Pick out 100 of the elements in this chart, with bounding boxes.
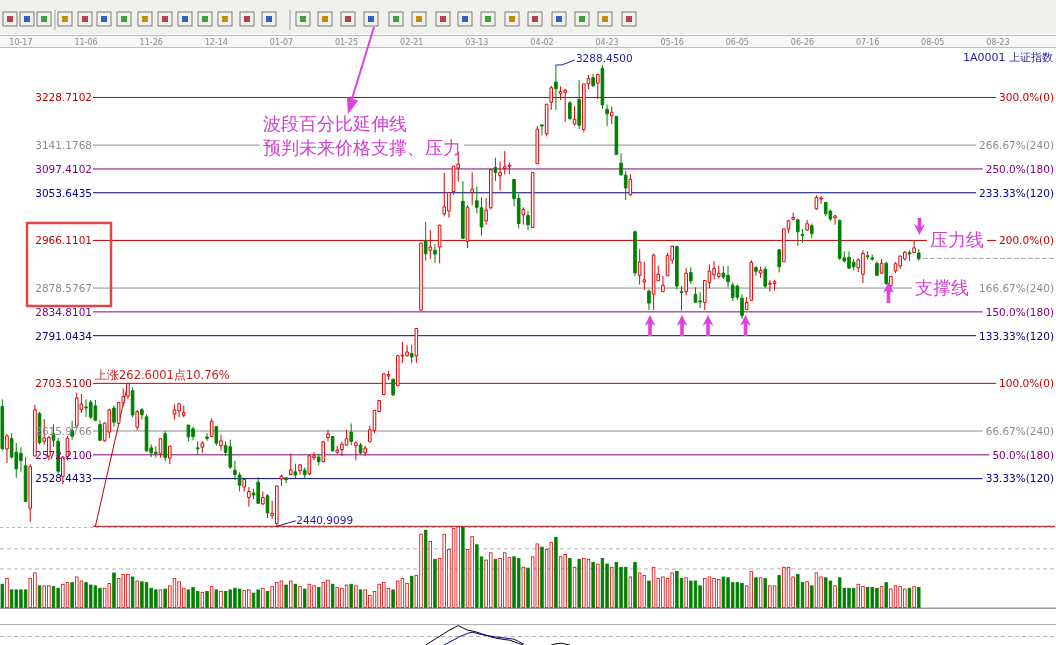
candlestick — [284, 476, 288, 484]
candlestick — [744, 296, 749, 311]
candlestick — [88, 399, 93, 420]
bar — [549, 541, 553, 608]
candlestick — [698, 291, 702, 309]
bar — [633, 562, 637, 608]
bar — [23, 589, 28, 608]
candlestick — [889, 275, 893, 293]
candlestick — [879, 258, 884, 275]
candlestick — [205, 432, 209, 442]
bar — [75, 576, 79, 608]
annotation: 压力线 — [930, 229, 984, 250]
candlestick — [530, 171, 535, 228]
x-tick-label: 08-23 — [986, 37, 1010, 47]
bar — [223, 591, 228, 608]
bar — [158, 589, 163, 608]
bar — [637, 572, 642, 608]
candlestick — [247, 486, 251, 508]
bar — [428, 541, 433, 608]
bar — [461, 526, 465, 608]
bar — [889, 588, 893, 608]
bar — [623, 566, 628, 608]
bar — [456, 526, 460, 608]
annotation: 100.0%(0) — [999, 377, 1054, 390]
candlestick — [684, 267, 688, 296]
candlestick — [549, 85, 554, 111]
bar — [256, 589, 260, 608]
annotation: 2440.9099 — [296, 513, 354, 526]
bar — [772, 585, 777, 608]
bar — [884, 582, 888, 608]
candlestick — [647, 288, 651, 311]
candlestick — [419, 242, 423, 311]
bar — [600, 558, 605, 608]
bar — [140, 581, 144, 608]
candlestick — [302, 466, 307, 479]
bar — [591, 562, 595, 608]
y-tick-label: 2791.0434 — [35, 329, 93, 342]
bar — [758, 577, 763, 608]
candlestick — [907, 249, 912, 262]
candlestick — [837, 219, 842, 261]
candlestick — [535, 125, 540, 165]
candlestick — [358, 442, 363, 455]
bar — [754, 577, 758, 608]
candlestick — [228, 439, 233, 470]
candlestick — [675, 245, 679, 290]
candlestick — [823, 201, 828, 217]
bar — [470, 536, 474, 608]
y-tick-label: 3053.6435 — [35, 186, 92, 199]
bar — [79, 580, 84, 608]
bar — [237, 588, 242, 608]
bar — [810, 585, 814, 608]
annotation: 3288.4500 — [575, 51, 633, 64]
candlestick — [214, 426, 219, 447]
candlestick — [307, 454, 312, 476]
candlestick — [288, 453, 293, 476]
annotation: 波段百分比延伸线 — [263, 113, 407, 134]
bar — [749, 570, 753, 608]
y-tick-label: 3097.4102 — [35, 162, 92, 175]
bar — [554, 537, 558, 608]
bar — [451, 528, 456, 608]
candlestick — [423, 221, 428, 262]
bar — [777, 574, 781, 608]
bar — [563, 554, 567, 608]
candlestick — [28, 463, 33, 523]
candlestick — [614, 115, 619, 156]
candlestick — [637, 248, 642, 286]
bar — [577, 558, 581, 608]
x-tick-label: 11-06 — [74, 37, 98, 47]
candlestick — [814, 194, 819, 211]
candlestick — [274, 485, 279, 527]
bar — [51, 586, 56, 608]
candlestick — [772, 279, 777, 292]
bar — [396, 580, 400, 608]
bar — [130, 576, 135, 608]
bar — [354, 585, 358, 608]
bar — [651, 566, 656, 608]
candlestick — [168, 445, 172, 465]
bar — [303, 588, 307, 608]
candlestick — [437, 224, 442, 264]
bar — [521, 566, 526, 608]
bar — [675, 570, 679, 608]
bar — [865, 587, 870, 608]
bar — [144, 582, 149, 608]
bar — [298, 586, 302, 608]
candlestick — [526, 210, 530, 231]
candlestick — [554, 64, 558, 111]
x-tick-label: 06-26 — [790, 37, 815, 47]
x-tick-label: 08-05 — [921, 37, 945, 47]
bar — [321, 582, 326, 608]
candlestick — [544, 103, 549, 138]
candlestick — [433, 243, 437, 264]
candlestick — [209, 417, 214, 437]
candlestick — [0, 398, 5, 452]
bar — [279, 580, 284, 608]
annotation: 250.0%(180) — [985, 162, 1054, 175]
candlestick — [93, 399, 98, 422]
y-tick-label: 2703.5100 — [35, 377, 92, 390]
bar — [316, 587, 321, 608]
bar — [200, 591, 205, 608]
candlestick — [363, 445, 367, 457]
